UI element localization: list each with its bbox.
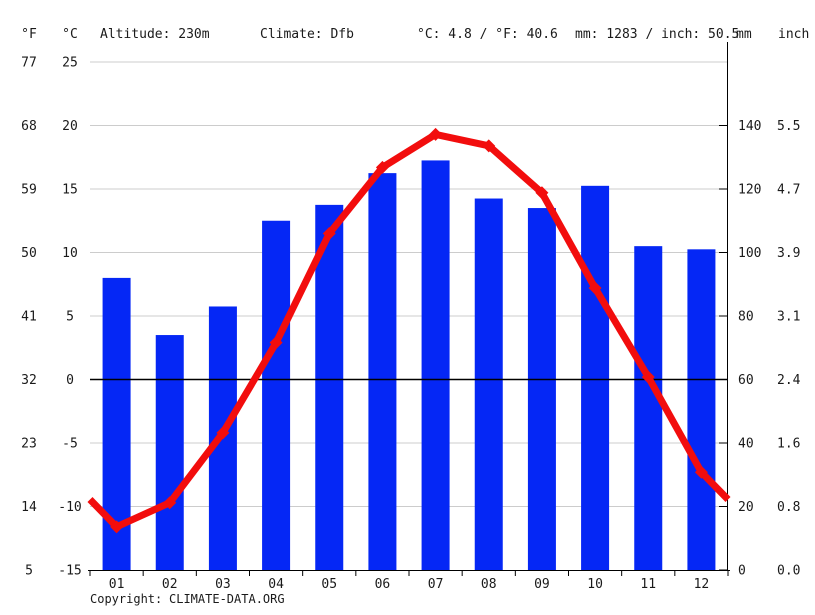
celsius-tick-label: 15 [62,183,78,198]
fahrenheit-tick-label: 68 [21,119,37,134]
celsius-tick-label: 10 [62,246,78,261]
month-label-06: 06 [375,577,391,592]
temp-marker-08 [482,139,496,153]
avg-temp-info: °C: 4.8 / °F: 40.6 [417,27,558,42]
inch-tick-label: 2.4 [777,373,801,388]
climate-class-info: Climate: Dfb [260,27,354,42]
inch-tick-label: 5.5 [777,119,800,134]
precip-bar-08 [474,198,503,570]
temp-marker-07 [429,127,443,141]
celsius-tick-label: -15 [58,564,81,579]
mm-tick-label: 140 [738,119,761,134]
month-label-12: 12 [694,577,710,592]
month-label-11: 11 [640,577,656,592]
fahrenheit-tick-label: 41 [21,310,37,325]
celsius-tick-label: -10 [58,500,81,515]
inch-axis-title: inch [778,27,809,42]
fahrenheit-tick-label: 5 [25,564,33,579]
celsius-tick-label: -5 [62,437,78,452]
fahrenheit-tick-label: 14 [21,500,37,515]
precip-bar-07 [421,160,450,571]
temp-marker-01 [110,520,124,534]
inch-tick-label: 3.1 [777,310,800,325]
precip-bar-04 [262,220,291,570]
temp-marker-04 [269,336,283,350]
mm-tick-label: 100 [738,246,761,261]
precip-bar-02 [155,335,184,570]
month-label-03: 03 [215,577,231,592]
month-label-09: 09 [534,577,550,592]
celsius-tick-label: 25 [62,56,78,71]
annual-precip-info: mm: 1283 / inch: 50.5 [575,27,739,42]
precip-bar-09 [527,208,556,571]
plot-area: 77 25 68 20 59 15 50 10 41 5 32 0 23 -5 14 -10 5 -15 140 5.… [21,42,801,592]
month-label-08: 08 [481,577,497,592]
fahrenheit-tick-label: 59 [21,183,37,198]
fahrenheit-axis-title: °F [21,27,37,42]
month-label-07: 07 [428,577,444,592]
inch-tick-label: 0.8 [777,500,800,515]
inch-tick-label: 1.6 [777,437,800,452]
celsius-tick-label: 5 [66,310,74,325]
celsius-tick-label: 20 [62,119,78,134]
chart-footer: Copyright: CLIMATE-DATA.ORG [90,592,285,606]
mm-tick-label: 120 [738,183,761,198]
month-label-05: 05 [321,577,337,592]
fahrenheit-tick-label: 32 [21,373,37,388]
temp-marker-05 [322,226,336,240]
precip-bar-05 [315,204,344,570]
precip-bar-12 [687,249,716,570]
month-label-01: 01 [109,577,125,592]
temperature-line [87,130,731,531]
climate-data-org-link[interactable]: CLIMATE-DATA.ORG [169,592,285,606]
fahrenheit-tick-label: 77 [21,56,37,71]
temp-marker-03 [216,426,230,440]
temp-marker-02 [163,496,177,510]
chart-header: °F °C Altitude: 230m Climate: Dfb °C: 4.… [21,27,809,42]
temp-marker-10 [588,281,602,295]
precip-bar-10 [581,185,610,570]
precip-bar-06 [368,173,397,570]
month-label-10: 10 [587,577,603,592]
temp-marker-06 [375,160,389,174]
inch-tick-label: 4.7 [777,183,800,198]
temp-marker-12 [694,465,708,479]
temp-marker-09 [535,186,549,200]
month-label-04: 04 [268,577,284,592]
celsius-axis-title: °C [62,27,78,42]
inch-tick-label: 0.0 [777,564,800,579]
fahrenheit-tick-label: 50 [21,246,37,261]
mm-tick-label: 80 [738,310,754,325]
mm-tick-label: 20 [738,500,754,515]
mm-tick-label: 40 [738,437,754,452]
inch-tick-label: 3.9 [777,246,800,261]
precip-bar-11 [634,246,663,570]
copyright-label: Copyright: [90,592,162,606]
mm-axis-title: mm [736,27,752,42]
mm-tick-label: 0 [738,564,746,579]
fahrenheit-tick-label: 23 [21,437,37,452]
mm-tick-label: 60 [738,373,754,388]
temp-marker-11 [641,370,655,384]
month-label-02: 02 [162,577,178,592]
celsius-tick-label: 0 [66,373,74,388]
altitude-info: Altitude: 230m [100,27,210,42]
